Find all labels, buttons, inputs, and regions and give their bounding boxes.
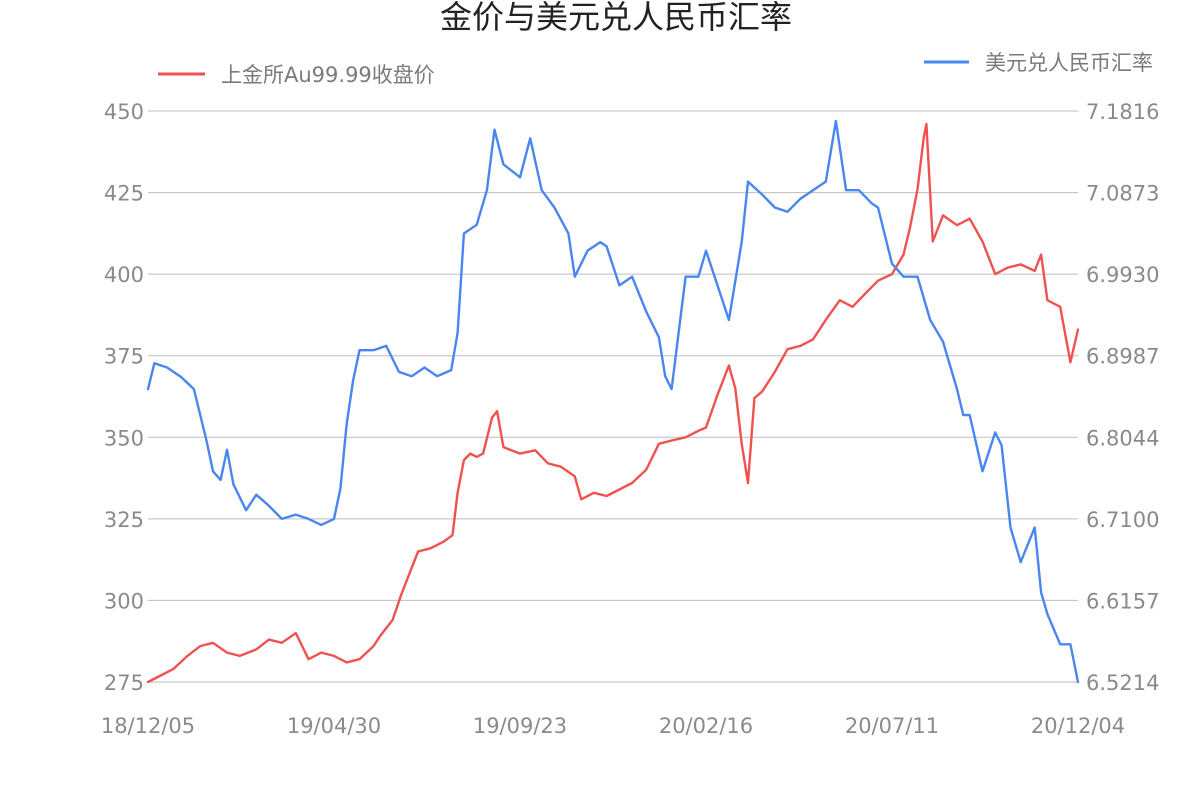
- left-tick-label: 450: [104, 100, 144, 124]
- left-tick-label: 425: [104, 182, 144, 206]
- left-tick-label: 275: [104, 671, 144, 695]
- right-tick-label: 6.6157: [1086, 589, 1159, 613]
- chart-title: 金价与美元兑人民币汇率: [440, 0, 792, 36]
- x-tick-label: 18/12/05: [101, 714, 195, 738]
- right-tick-label: 7.0873: [1086, 182, 1159, 206]
- legend-fx: 美元兑人民币汇率: [924, 51, 1153, 75]
- left-axis-ticks: 450 425 400 375 350 325 300 275: [104, 100, 144, 695]
- x-tick-label: 20/07/11: [845, 714, 939, 738]
- x-tick-label: 20/02/16: [659, 714, 753, 738]
- x-tick-label: 19/09/23: [473, 714, 567, 738]
- series-layer: [146, 119, 1080, 684]
- legend-fx-label: 美元兑人民币汇率: [985, 51, 1153, 75]
- x-axis-ticks: 18/12/05 19/04/30 19/09/23 20/02/16 20/07/11…: [101, 714, 1125, 738]
- right-tick-label: 6.8987: [1086, 345, 1159, 369]
- left-tick-label: 325: [104, 508, 144, 532]
- x-tick-label: 20/12/04: [1031, 714, 1125, 738]
- left-tick-label: 400: [104, 263, 144, 287]
- x-tick-label: 19/04/30: [287, 714, 381, 738]
- legend-gold-label: 上金所Au99.99收盘价: [221, 63, 435, 87]
- right-tick-label: 6.7100: [1086, 508, 1159, 532]
- series-line-usdcny: [146, 119, 1080, 684]
- right-axis-ticks: 7.1816 7.0873 6.9930 6.8987 6.8044 6.7100 6.61…: [1086, 100, 1159, 695]
- gridlines: [148, 110, 1078, 683]
- left-tick-label: 300: [104, 589, 144, 613]
- left-tick-label: 350: [104, 426, 144, 450]
- series-line-gold: [146, 122, 1080, 684]
- legend-gold: 上金所Au99.99收盘价: [158, 63, 435, 87]
- right-tick-label: 6.9930: [1086, 263, 1159, 287]
- right-tick-label: 7.1816: [1086, 100, 1159, 124]
- right-tick-label: 6.5214: [1086, 671, 1159, 695]
- left-tick-label: 375: [104, 345, 144, 369]
- right-tick-label: 6.8044: [1086, 426, 1159, 450]
